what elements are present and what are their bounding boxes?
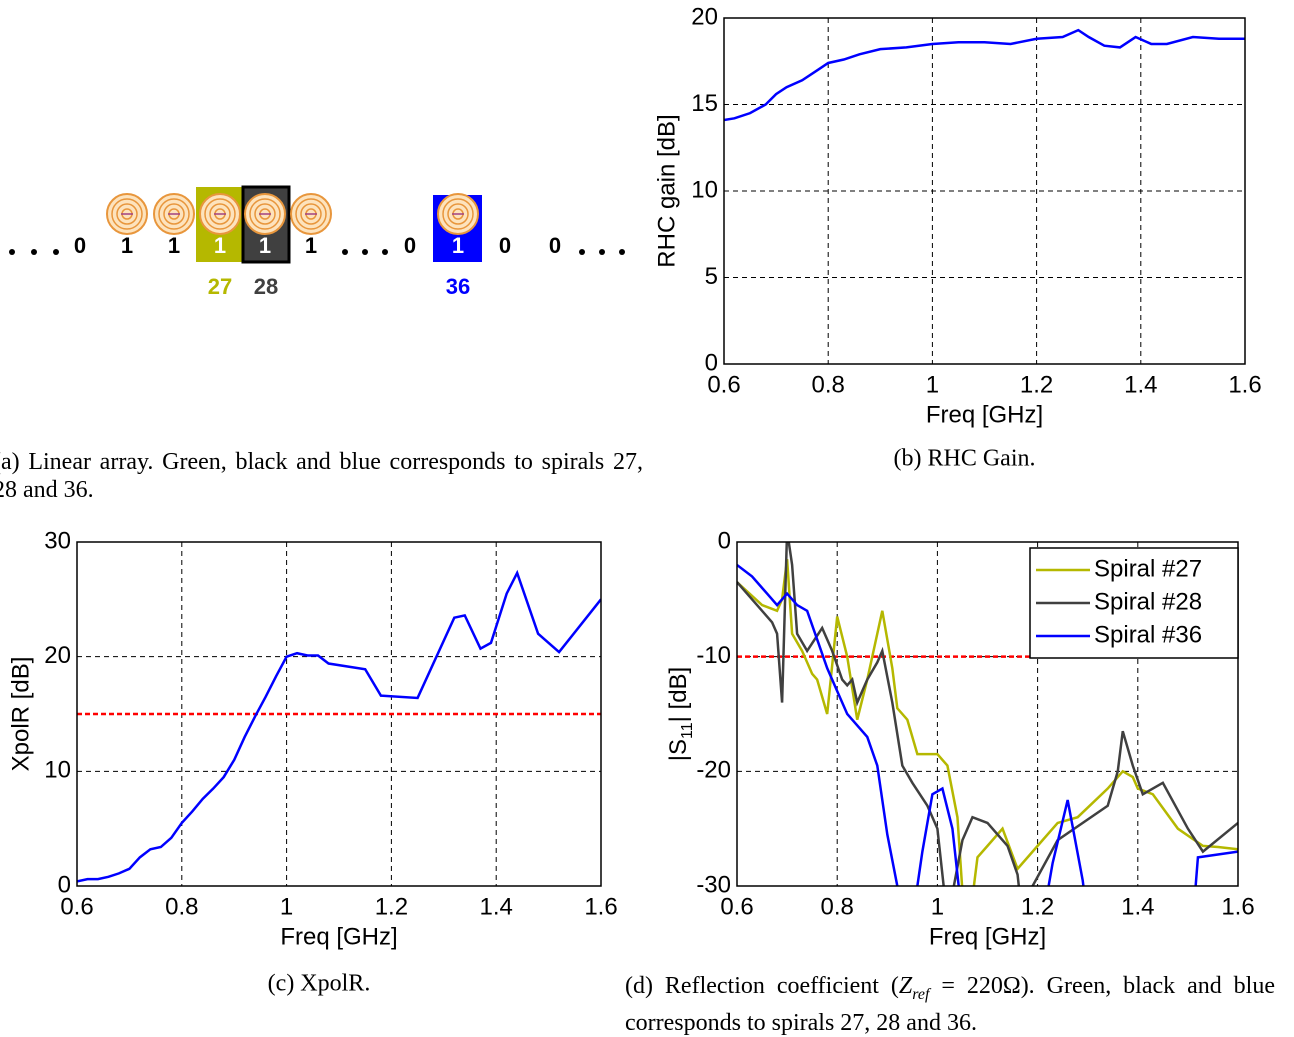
x-tick-label: 1.6 [1221,893,1254,920]
caption-subscript: ref [912,985,930,1003]
x-tick-label: 1 [926,371,939,398]
bit: 1 [305,233,317,258]
x-tick-label: 1.6 [1228,371,1261,398]
x-tick-label: 0.8 [165,893,198,920]
x-tick-label: 1.4 [1121,893,1154,920]
y-tick-label: 10 [44,757,71,784]
spiral-turn [442,198,474,230]
x-tick-label: 1 [280,893,293,920]
x-tick-label: 0.8 [812,371,845,398]
spiral-turn [158,198,190,230]
x-tick-label: 0.6 [60,893,93,920]
data-line [737,559,1238,886]
y-tick-label: 20 [691,3,718,30]
caption: (c) XpolR. [268,971,371,997]
y-tick-label: 0 [58,871,71,898]
x-tick-label: 1.2 [375,893,408,920]
y-tick-label: 10 [691,176,718,203]
bit: 1 [214,233,226,258]
caption-a: (a) Linear array. Green, black and blue … [0,449,643,503]
legend-label: Spiral #28 [1094,588,1202,615]
bit: 1 [452,233,464,258]
bit: 1 [168,233,180,258]
spiral-turn [300,203,322,225]
element-label: 36 [446,274,470,299]
bit: 0 [499,233,511,258]
x-tick-label: 0.6 [707,371,740,398]
x-tick-label: 0.8 [821,893,854,920]
y-tick-label: -20 [696,757,731,784]
plot-frame [723,17,1246,365]
y-tick-label: 15 [691,90,718,117]
x-axis-label: Freq [GHz] [280,923,397,950]
x-tick-label: 1.6 [584,893,617,920]
spiral-turn [163,203,185,225]
x-tick-label: 1.2 [1021,893,1054,920]
x-tick-label: 1.2 [1020,371,1053,398]
x-tick-label: 1 [931,893,944,920]
x-axis-label: Freq [GHz] [929,923,1046,950]
y-axis-label: |S11| [dB] [665,667,696,761]
data-line [77,569,601,883]
plot-frame [736,541,1239,887]
spiral-turn [204,198,236,230]
bit: 0 [74,233,86,258]
y-axis-label: XpolR [dB] [7,657,34,772]
caption-symbol: Z [898,973,913,999]
label-subscript: 11 [679,722,696,739]
data-line [737,542,1238,886]
x-tick-label: 1.4 [480,893,513,920]
spiral-turn [447,203,469,225]
x-tick-label: 0.6 [720,893,753,920]
caption-text: = 220Ω). Green, black and blue correspon… [625,973,1275,1036]
bit: 1 [259,233,271,258]
y-tick-label: 0 [705,349,718,376]
label-part: | [dB] [665,667,692,723]
spiral-turn [209,203,231,225]
y-tick-label: 5 [705,263,718,290]
ellipsis [9,249,625,255]
spiral-turn [116,203,138,225]
spiral-turn [111,198,143,230]
data-line [724,28,1245,122]
bit: 0 [404,233,416,258]
label-part: |S [665,739,692,761]
spiral-turn [295,198,327,230]
y-tick-label: 30 [44,527,71,554]
legend-label: Spiral #27 [1094,555,1202,582]
plot-frame [76,541,602,887]
element-label: 28 [254,274,278,299]
caption: (b) RHC Gain. [894,446,1036,472]
y-axis-label: RHC gain [dB] [653,114,680,267]
spiral-turn [254,203,276,225]
caption-text: (d) Reflection coefficient ( [625,973,899,999]
element-label: 27 [208,274,232,299]
x-axis-label: Freq [GHz] [926,401,1043,428]
legend-label: Spiral #36 [1094,621,1202,648]
spiral-turn [249,198,281,230]
caption-d: (d) Reflection coefficient (Zref = 220Ω)… [625,972,1275,1037]
bit: 0 [549,233,561,258]
y-tick-label: 20 [44,642,71,669]
y-tick-label: -10 [696,642,731,669]
data-line [737,563,1238,886]
y-tick-label: 0 [718,527,731,554]
y-tick-label: -30 [696,871,731,898]
x-tick-label: 1.4 [1124,371,1157,398]
bit: 1 [121,233,133,258]
